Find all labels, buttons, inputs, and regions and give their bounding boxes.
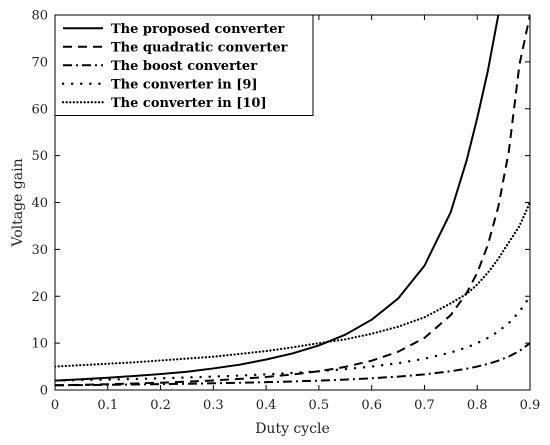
x-tick-label: 0.7 <box>414 398 435 413</box>
y-tick-label: 20 <box>31 290 48 305</box>
series-line-3 <box>55 342 530 387</box>
legend-label: The converter in [9] <box>111 77 258 92</box>
x-tick-label: 0 <box>51 398 59 413</box>
series-line-5 <box>55 201 530 368</box>
series-line-4 <box>55 295 530 382</box>
x-tick-label: 0.3 <box>203 398 224 413</box>
x-tick-label: 0.2 <box>150 398 171 413</box>
x-axis-title: Duty cycle <box>255 421 330 437</box>
legend-box <box>54 14 314 116</box>
series-line-2 <box>55 15 530 387</box>
x-tick-label: 0.4 <box>256 398 277 413</box>
x-tick-label: 0.5 <box>309 398 330 413</box>
x-tick-label: 0.9 <box>520 398 541 413</box>
series-line-1 <box>55 15 500 382</box>
legend-label: The converter in [10] <box>111 96 267 111</box>
legend-label: The boost converter <box>111 59 257 74</box>
y-tick-label: 50 <box>31 149 48 164</box>
y-tick-label: 40 <box>31 196 48 211</box>
y-tick-label: 30 <box>31 243 48 258</box>
y-tick-label: 60 <box>31 102 48 117</box>
y-tick-label: 10 <box>31 337 48 352</box>
ticks-layer: 0 0.1 0.2 0.3 0.4 0.5 0.6 0.7 0.8 0.9 0 10 20 30 40 50 6… <box>31 9 540 414</box>
legend-label: The quadratic converter <box>111 40 288 55</box>
legend-label: The proposed converter <box>111 22 284 37</box>
y-axis-title: Voltage gain <box>10 158 26 247</box>
series-layer <box>55 15 530 387</box>
x-tick-label: 0.6 <box>361 398 382 413</box>
y-tick-label: 0 <box>40 384 48 399</box>
y-tick-label: 70 <box>31 55 48 70</box>
y-tick-label: 80 <box>31 9 48 24</box>
legend: The proposed converter The quadratic conv… <box>54 14 314 116</box>
x-tick-label: 0.1 <box>97 398 118 413</box>
x-tick-label: 0.8 <box>467 398 488 413</box>
